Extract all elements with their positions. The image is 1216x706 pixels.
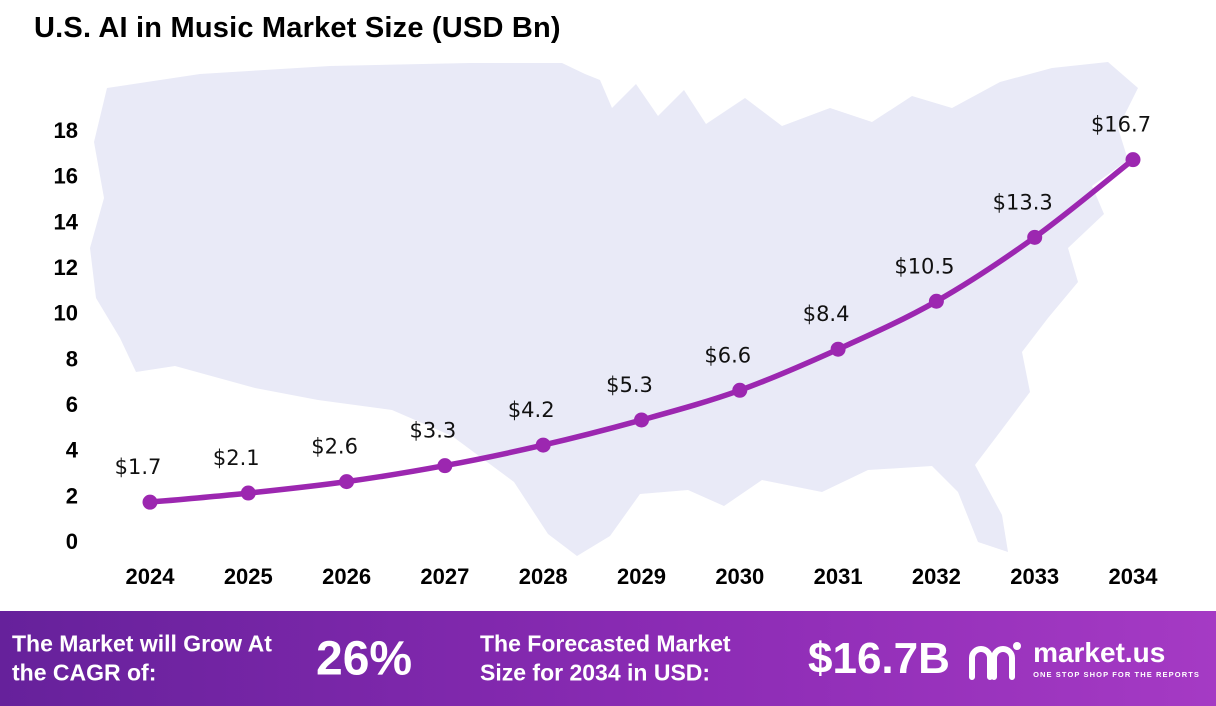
data-point-label: $2.6 (311, 435, 358, 459)
data-point (830, 341, 846, 357)
x-tick-label: 2029 (617, 564, 666, 589)
footer-banner: The Market will Grow At the CAGR of: 26%… (0, 611, 1216, 706)
brand-name: market.us (1033, 636, 1166, 668)
data-point (142, 494, 158, 510)
cagr-label: The Market will Grow At the CAGR of: (12, 630, 272, 686)
y-tick-label: 4 (66, 438, 79, 463)
data-point-label: $8.4 (803, 302, 850, 326)
x-tick-label: 2034 (1109, 564, 1159, 589)
data-point-label: $6.6 (704, 343, 751, 367)
x-tick-label: 2032 (912, 564, 961, 589)
data-point-label: $10.5 (894, 254, 954, 278)
y-tick-label: 8 (66, 346, 78, 371)
data-point (240, 485, 256, 501)
data-point (1027, 229, 1043, 245)
y-tick-label: 16 (54, 164, 78, 189)
x-tick-label: 2030 (715, 564, 764, 589)
data-point (928, 293, 944, 309)
x-tick-label: 2031 (814, 564, 863, 589)
data-point-label: $13.3 (993, 190, 1053, 214)
x-tick-label: 2026 (322, 564, 371, 589)
data-point-label: $2.1 (213, 446, 260, 470)
trend-line (147, 156, 1136, 505)
brand-tagline: ONE STOP SHOP FOR THE REPORTS (1033, 669, 1200, 679)
data-point (634, 412, 649, 428)
data-point-label: $3.3 (410, 419, 457, 443)
y-tick-label: 2 (66, 483, 78, 508)
x-tick-label: 2033 (1010, 564, 1059, 589)
y-tick-label: 12 (54, 255, 78, 280)
y-tick-label: 10 (54, 301, 78, 326)
x-tick-label: 2025 (224, 564, 273, 589)
forecast-value: $16.7B (808, 633, 950, 683)
data-point (1125, 152, 1141, 168)
data-point (535, 437, 551, 453)
chart-title: U.S. AI in Music Market Size (USD Bn) (34, 12, 561, 44)
us-map-silhouette (90, 62, 1138, 556)
x-tick-label: 2028 (519, 564, 568, 589)
data-point-label: $5.3 (606, 373, 653, 397)
data-point-label: $4.2 (508, 398, 555, 422)
data-point-label: $1.7 (115, 455, 162, 479)
x-tick-label: 2024 (126, 564, 176, 589)
y-tick-label: 6 (66, 392, 78, 417)
data-point (732, 382, 748, 398)
y-tick-label: 0 (66, 529, 78, 554)
marketus-logo-icon (969, 641, 1022, 680)
marketus-brand: market.us ONE STOP SHOP FOR THE REPORTS (967, 637, 1200, 681)
chart-area: 0 2 4 6 8 10 12 14 16 18 2024 2025 2026 2027 2028 2029 2… (54, 62, 1159, 589)
cagr-value: 26% (316, 632, 413, 685)
forecast-label: The Forecasted Market Size for 2034 in U… (480, 630, 731, 686)
brand-text: market.us ONE STOP SHOP FOR THE REPORTS (1033, 636, 1200, 679)
y-tick-label: 18 (54, 118, 78, 143)
x-tick-label: 2027 (420, 564, 469, 589)
market-size-chart: 0 2 4 6 8 10 12 14 16 18 2024 2025 2026 2027 2028 2029 2… (54, 62, 1159, 589)
data-point (339, 474, 355, 490)
data-point (437, 458, 453, 474)
y-tick-label: 14 (54, 209, 79, 234)
data-point-label: $16.7 (1091, 113, 1151, 137)
